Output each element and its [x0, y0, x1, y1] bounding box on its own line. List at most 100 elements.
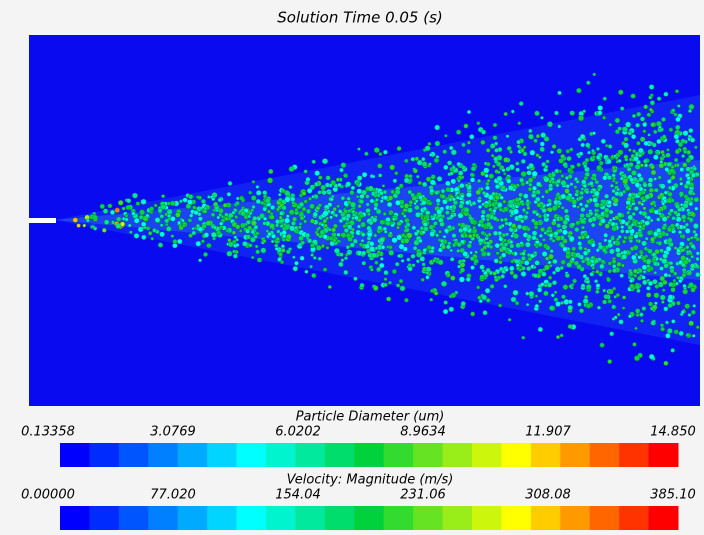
particle	[477, 178, 482, 183]
particle	[379, 236, 385, 243]
particle	[596, 187, 602, 192]
particle	[303, 169, 308, 174]
particle	[679, 234, 684, 239]
particle	[428, 224, 435, 231]
particle	[534, 303, 539, 309]
particle	[425, 266, 432, 273]
particle	[303, 199, 308, 204]
particle	[365, 207, 371, 214]
particle	[438, 217, 444, 223]
particle	[685, 332, 690, 338]
particle	[591, 265, 596, 270]
particle	[256, 257, 263, 263]
particle	[634, 355, 640, 362]
particle	[509, 240, 514, 244]
particle	[92, 214, 98, 221]
particle	[325, 245, 330, 250]
particle	[609, 331, 615, 337]
particle	[579, 133, 586, 140]
particle	[541, 251, 548, 257]
particle	[205, 220, 212, 226]
colorbar-segment	[207, 506, 238, 530]
particle	[339, 252, 344, 257]
particle	[620, 106, 625, 111]
particle	[472, 225, 477, 230]
particle	[321, 190, 327, 196]
particle	[394, 261, 400, 267]
particle	[589, 272, 594, 277]
particle	[447, 160, 453, 166]
particle	[602, 115, 606, 120]
particle	[688, 320, 695, 327]
particle	[288, 185, 293, 190]
particle	[476, 285, 481, 290]
particle	[580, 207, 586, 213]
particle	[101, 227, 107, 233]
particle	[585, 260, 592, 266]
particle	[391, 237, 398, 244]
particle	[441, 280, 448, 287]
particle	[629, 278, 634, 283]
particle	[577, 241, 583, 247]
particle	[616, 187, 620, 192]
particle	[235, 237, 239, 242]
particle	[315, 227, 320, 232]
particle	[498, 260, 503, 265]
particle	[565, 249, 571, 256]
particle	[638, 232, 644, 238]
particle	[567, 304, 574, 311]
legend-label: Particle Diameter (um)	[296, 410, 445, 425]
colorbar-segment	[148, 506, 179, 530]
particle	[606, 175, 612, 181]
particle	[521, 251, 526, 256]
particle	[239, 222, 246, 229]
particle	[516, 139, 521, 145]
particle	[560, 300, 564, 305]
particle	[576, 264, 582, 270]
particle	[320, 184, 327, 191]
particle	[388, 249, 395, 256]
particle	[648, 187, 654, 193]
particle	[614, 155, 619, 160]
particle	[415, 211, 421, 218]
particle	[444, 134, 448, 138]
particle	[145, 213, 150, 218]
particle	[203, 232, 210, 238]
colorbar-segment	[354, 506, 385, 530]
particle	[391, 269, 397, 275]
particle	[585, 142, 591, 148]
particle	[250, 229, 256, 235]
particle	[386, 296, 392, 302]
particle	[666, 161, 672, 168]
particle	[637, 221, 641, 225]
particle	[308, 196, 312, 201]
particle	[352, 238, 358, 244]
particle	[457, 212, 464, 219]
particle	[643, 140, 649, 147]
particle	[485, 185, 490, 191]
particle	[667, 191, 673, 197]
particle	[680, 248, 685, 253]
particle	[430, 174, 436, 180]
particle	[312, 255, 317, 260]
particle	[533, 199, 538, 205]
particle	[125, 204, 131, 211]
particle	[253, 234, 258, 239]
particle	[650, 164, 655, 170]
colorbar-segment	[501, 506, 532, 530]
particle	[661, 152, 666, 157]
particle	[499, 195, 504, 200]
particle	[667, 273, 672, 278]
particle	[449, 205, 453, 209]
particle	[690, 287, 696, 293]
particle	[220, 218, 226, 223]
particle	[541, 271, 547, 277]
particle	[531, 170, 538, 177]
particle	[556, 335, 561, 340]
particle	[509, 150, 513, 154]
particle	[589, 189, 594, 194]
particle	[218, 225, 223, 230]
particle	[305, 208, 312, 215]
particle	[380, 245, 386, 250]
